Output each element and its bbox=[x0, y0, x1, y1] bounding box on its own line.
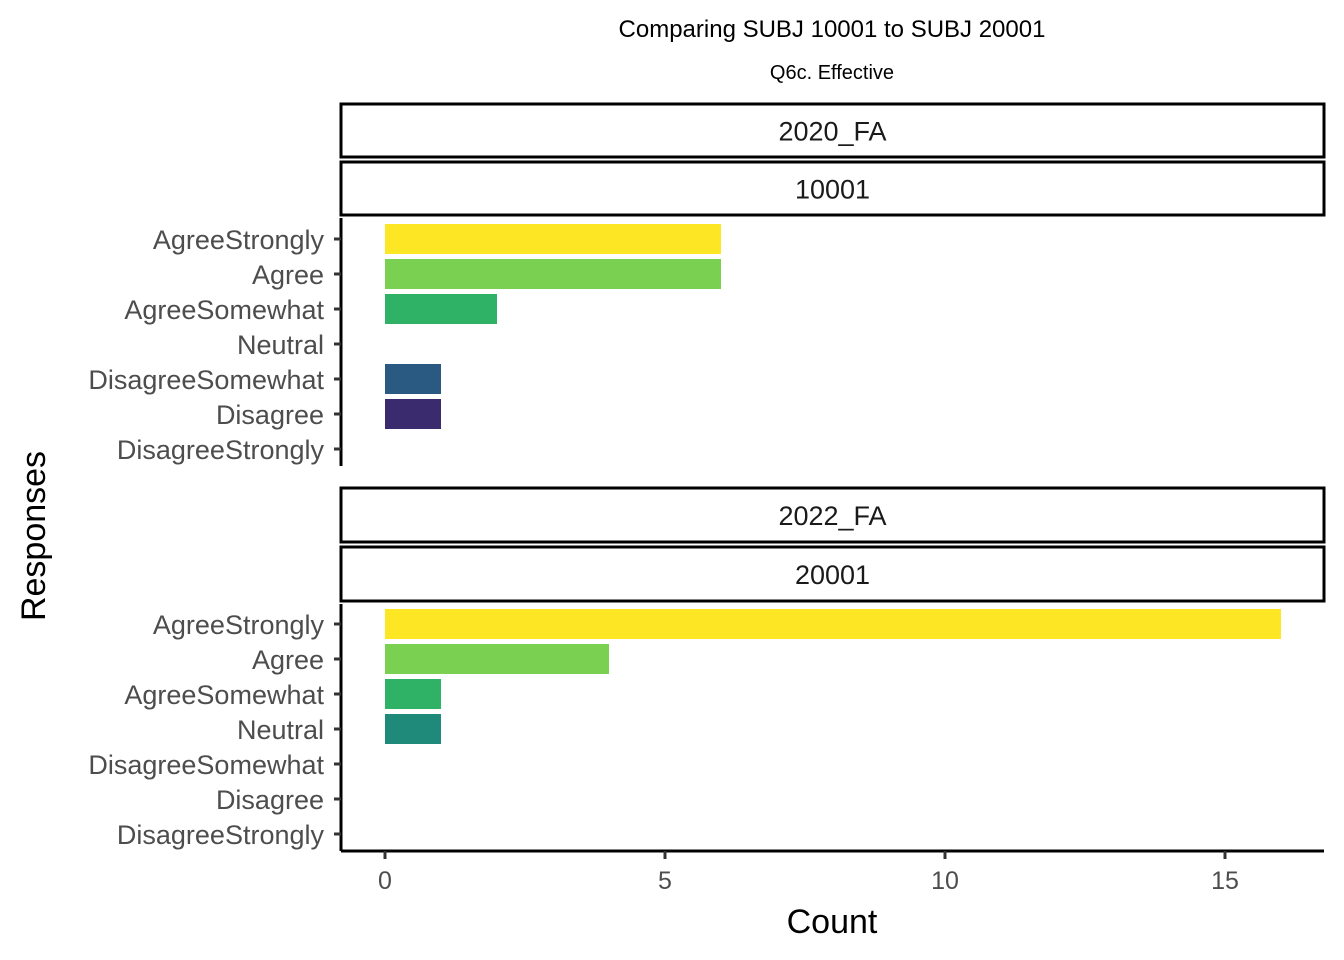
strip-top-box bbox=[339, 102, 1326, 159]
bar bbox=[385, 364, 441, 394]
strip-top-label: 2022_FA bbox=[778, 501, 886, 531]
panel-1: 2020_FA 10001 AgreeStrongly Agree AgreeSomew… bbox=[88, 102, 1326, 466]
y-tick-label: AgreeSomewhat bbox=[124, 680, 324, 710]
x-tick-label: 0 bbox=[378, 867, 392, 895]
y-tick-label: Agree bbox=[252, 645, 324, 675]
y-tick-label: DisagreeStrongly bbox=[117, 820, 325, 850]
y-tick-label: Disagree bbox=[216, 400, 324, 430]
strip-top-label: 2020_FA bbox=[778, 117, 886, 147]
x-tick-label: 15 bbox=[1211, 867, 1239, 895]
facet-panels: 2020_FA 10001 AgreeStrongly Agree AgreeSomew… bbox=[88, 102, 1326, 851]
bar bbox=[385, 399, 441, 429]
strip-bottom-box bbox=[339, 545, 1326, 603]
x-axis-title: Count bbox=[787, 903, 878, 941]
bar bbox=[385, 259, 721, 289]
y-tick-label: AgreeStrongly bbox=[153, 225, 325, 255]
bar bbox=[385, 609, 1281, 639]
y-tick-label: Neutral bbox=[237, 330, 324, 360]
y-tick-label: Agree bbox=[252, 260, 324, 290]
strip-bottom-label: 20001 bbox=[795, 560, 870, 590]
y-axis-title: Responses bbox=[15, 451, 53, 621]
strip-bottom-box bbox=[339, 160, 1326, 217]
strip-bottom-label: 10001 bbox=[795, 175, 870, 205]
y-tick-label: AgreeSomewhat bbox=[124, 295, 324, 325]
chart-subtitle: Q6c. Effective bbox=[770, 62, 894, 84]
y-tick-label: Neutral bbox=[237, 715, 324, 745]
panel-2: 2022_FA 20001 AgreeStrongly Agree AgreeSomew… bbox=[88, 486, 1326, 851]
bar bbox=[385, 714, 441, 744]
y-tick-label: Disagree bbox=[216, 785, 324, 815]
y-tick-label: DisagreeSomewhat bbox=[88, 750, 324, 780]
y-tick-label: DisagreeStrongly bbox=[117, 435, 325, 465]
bar bbox=[385, 679, 441, 709]
strip-top-box bbox=[339, 486, 1326, 544]
y-tick-label: DisagreeSomewhat bbox=[88, 365, 324, 395]
bar bbox=[385, 644, 609, 674]
x-tick-label: 10 bbox=[931, 867, 959, 895]
bar bbox=[385, 294, 497, 324]
x-axis: 0 5 10 15 bbox=[341, 849, 1324, 895]
x-tick-label: 5 bbox=[658, 867, 672, 895]
bar bbox=[385, 224, 721, 254]
chart-title: Comparing SUBJ 10001 to SUBJ 20001 bbox=[619, 16, 1046, 43]
y-tick-label: AgreeStrongly bbox=[153, 610, 325, 640]
